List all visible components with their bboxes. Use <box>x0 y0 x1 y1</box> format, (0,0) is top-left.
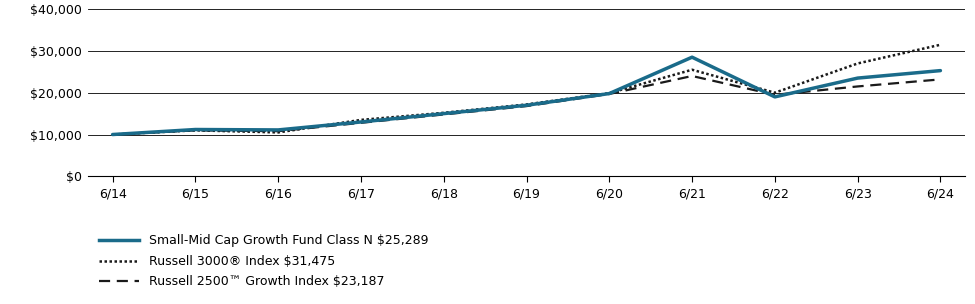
Legend: Small-Mid Cap Growth Fund Class N $25,289, Russell 3000® Index $31,475, Russell : Small-Mid Cap Growth Fund Class N $25,28… <box>94 230 434 293</box>
